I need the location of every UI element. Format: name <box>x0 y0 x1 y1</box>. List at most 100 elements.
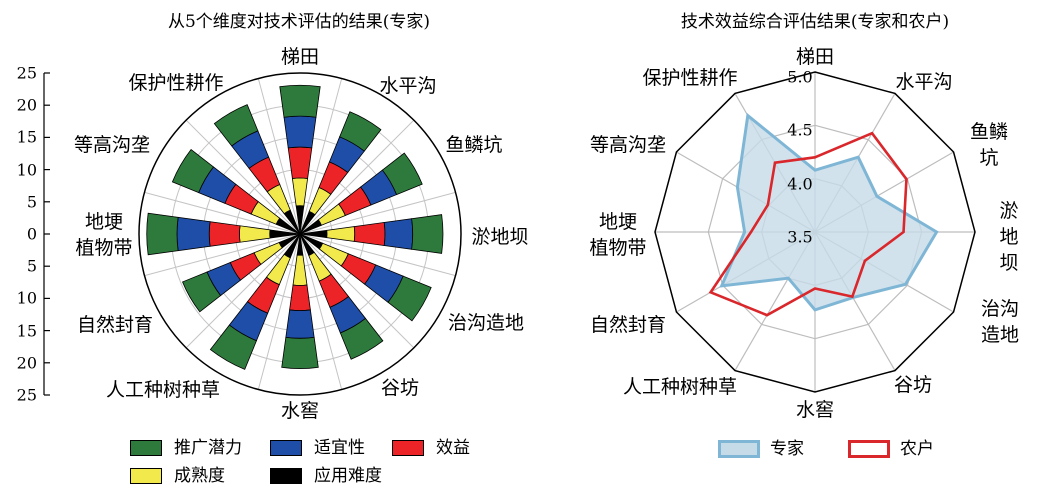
radar-point-s1-c8 <box>709 291 712 294</box>
radar-point-s1-c11 <box>773 161 777 164</box>
legend-swatch-farmer <box>848 440 890 458</box>
category-label: 等高沟垄 <box>589 134 667 156</box>
radar-point-s0-c4 <box>904 283 907 286</box>
polar-bar-segment-s4-c2 <box>381 152 423 196</box>
legend-swatch-expert <box>718 440 760 458</box>
legend-label: 成熟度 <box>174 466 225 486</box>
polar-bar-segment-s3-c0 <box>283 115 317 149</box>
radar-point-s1-c6 <box>813 287 817 290</box>
radar-point-s0-c10 <box>736 186 739 189</box>
legend-label: 适宜性 <box>314 438 365 458</box>
radar-tick-label: 3.5 <box>787 227 813 247</box>
legend-item-maturity: 成熟度 <box>130 466 225 486</box>
legend-swatch-black <box>270 468 302 484</box>
category-label: 治沟造地 <box>447 312 525 334</box>
category-label: 人工种树种草 <box>622 376 738 398</box>
category-label: 自然封育 <box>76 314 154 336</box>
polar-bar-segment-s4-c4 <box>387 275 432 322</box>
legend-item-difficulty: 应用难度 <box>270 466 382 486</box>
polar-bar-segment-s4-c6 <box>281 336 319 369</box>
category-label: 人工种树种草 <box>105 379 221 401</box>
polar-bar-segment-s3-c9 <box>176 216 211 252</box>
y-axis-tick-label: 20 <box>16 95 37 115</box>
category-label: 鱼鳞坑 <box>445 134 503 156</box>
radar-point-s0-c6 <box>813 308 817 312</box>
radar-point-s0-c3 <box>935 230 938 234</box>
y-axis-tick-label: 15 <box>16 321 37 341</box>
radar-chart <box>654 71 976 393</box>
category-label: 淤地坝 <box>471 226 529 248</box>
grid-spoke <box>299 233 456 277</box>
radar-point-s1-c1 <box>870 131 874 135</box>
grid-spoke <box>299 119 415 235</box>
category-label: 谷坊 <box>893 374 933 396</box>
radar-tick-label: 4.5 <box>787 120 813 140</box>
y-axis-tick-label: 5 <box>26 256 37 276</box>
category-label: 谷坊 <box>380 377 420 399</box>
radar-point-s0-c2 <box>875 195 879 198</box>
category-label: 梯田 <box>280 46 320 68</box>
legend-item-farmer: 农户 <box>848 439 934 459</box>
legend-swatch-red <box>392 440 424 456</box>
left-chart-title: 从5个维度对技术评估的结果(专家) <box>167 12 431 32</box>
polar-bar-segment-s4-c7 <box>209 324 257 370</box>
radar-point-s1-c7 <box>765 313 769 317</box>
legend-label: 效益 <box>436 438 470 458</box>
legend-swatch-green <box>130 440 162 456</box>
category-label: 水平沟 <box>895 71 953 93</box>
grid-spoke <box>299 233 343 390</box>
legend-item-suitability: 适宜性 <box>270 438 365 458</box>
grid-spoke <box>299 191 456 235</box>
grid-spoke <box>299 233 415 349</box>
polar-bar-segment-s4-c0 <box>279 84 321 118</box>
radar-point-s0-c8 <box>720 284 723 288</box>
outer-circle <box>138 72 462 396</box>
legend-swatch-yellow <box>130 468 162 484</box>
category-label: 地埂 植物带 <box>589 211 647 259</box>
y-axis-tick-label: 5 <box>26 192 37 212</box>
y-axis-tick-label: 20 <box>16 353 37 373</box>
polar-bar-segment-s2-c3 <box>353 222 386 246</box>
polar-bar-segment-s3-c3 <box>383 218 414 250</box>
y-axis-tick-label: 0 <box>26 224 37 244</box>
radar-point-s1-c5 <box>851 295 854 298</box>
polar-bar-segment-s4-c5 <box>339 317 384 360</box>
category-label: 鱼鳞坑 <box>969 121 1008 169</box>
y-axis-tick-label: 25 <box>16 385 37 405</box>
polar-bar-segment-s4-c1 <box>339 111 382 152</box>
radar-point-s1-c0 <box>813 156 817 159</box>
legend-label: 专家 <box>770 439 804 459</box>
polar-bar-segment-s4-c9 <box>146 212 179 256</box>
radar-point-s0-c0 <box>813 168 817 172</box>
radar-point-s0-c7 <box>787 276 790 280</box>
radar-outline <box>654 71 976 393</box>
grid-spoke <box>144 233 301 277</box>
polar-bar-segment-s1-c9 <box>239 225 271 243</box>
grid-spoke <box>185 233 301 349</box>
category-label: 保护性耕作 <box>642 67 738 89</box>
polar-bar-segment-s2-c9 <box>208 221 241 247</box>
category-label: 水窖 <box>795 399 835 421</box>
polar-bar-segment-s4-c3 <box>411 214 444 254</box>
radar-tick-label: 5.0 <box>787 67 813 87</box>
radar-point-s0-c11 <box>746 114 749 117</box>
polar-bar-segment-s4-c11 <box>213 104 259 147</box>
category-label: 保护性耕作 <box>128 72 224 94</box>
right-chart-title: 技术效益综合评估结果(专家和农户) <box>680 12 950 32</box>
y-axis-tick-label: 25 <box>16 63 37 83</box>
category-label: 自然封育 <box>589 314 667 336</box>
y-axis-tick-label: 15 <box>16 127 37 147</box>
grid-spoke <box>299 78 343 235</box>
grid-spoke <box>257 233 301 390</box>
legend-label: 农户 <box>900 439 934 459</box>
category-label: 水窖 <box>280 400 320 422</box>
y-axis-tick-label: 10 <box>16 160 37 180</box>
radar-tick-label: 4.0 <box>787 174 813 194</box>
polar-bar-chart <box>43 72 462 396</box>
polar-bar-segment-s3-c6 <box>285 309 315 339</box>
category-label: 梯田 <box>795 46 835 68</box>
legend-label: 应用难度 <box>314 466 382 486</box>
polar-bar-segment-s4-c8 <box>182 271 222 313</box>
